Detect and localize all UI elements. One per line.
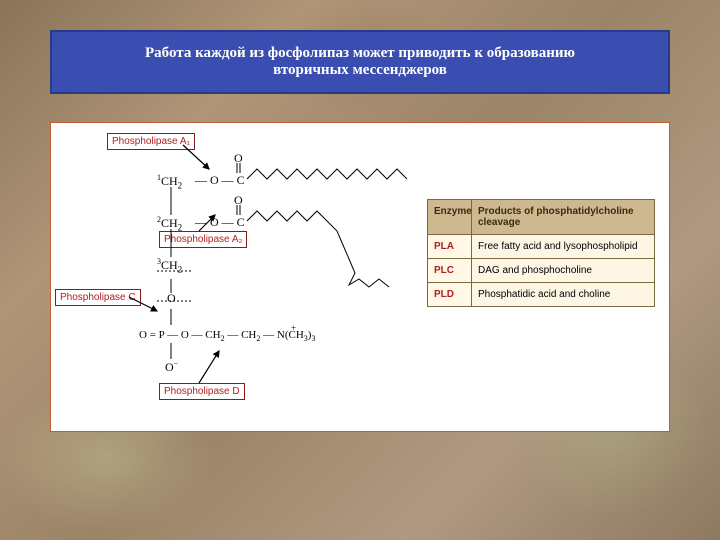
table-header-enzyme: Enzyme [428,200,472,234]
products-table: Enzyme Products of phosphatidylcholine c… [427,199,655,307]
title-line2: вторичных мессенджеров [273,62,447,79]
phosphate-choline: O = P — O — CH2 — CH2 — N(CH3)3 [139,329,315,343]
atom-o-mid: O [167,291,176,306]
phospholipid-structure: 1CH2 2CH2 3CH2 — O — C — O — C O O [131,133,421,423]
table-row: PLD Phosphatidic acid and choline [428,282,654,306]
table-row: PLC DAG and phosphocholine [428,258,654,282]
table-row: PLA Free fatty acid and lysophospholipid [428,234,654,258]
cell-enzyme: PLC [428,259,472,282]
atom-o-minus: O− [165,359,178,375]
cell-products: Free fatty acid and lysophospholipid [472,235,654,258]
table-header-row: Enzyme Products of phosphatidylcholine c… [428,200,654,234]
cell-products: DAG and phosphocholine [472,259,654,282]
title-bar: Работа каждой из фосфолипаз может привод… [50,30,670,94]
cell-products: Phosphatidic acid and choline [472,283,654,306]
table-header-products: Products of phosphatidylcholine cleavage [472,200,654,234]
title-line1: Работа каждой из фосфолипаз может привод… [145,45,575,62]
cell-enzyme: PLA [428,235,472,258]
charge-plus: + [291,323,296,333]
cell-enzyme: PLD [428,283,472,306]
content-panel: Phospholipase A₁ Phospholipase A₂ Phosph… [50,122,670,432]
